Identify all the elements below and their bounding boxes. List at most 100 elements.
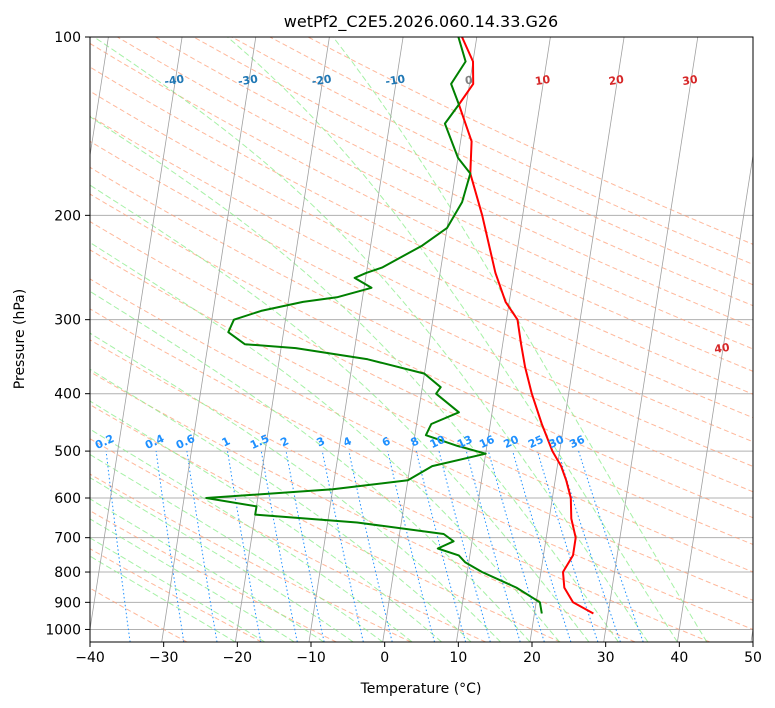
moist-adiabat-line — [90, 428, 413, 642]
dry-adiabat-line — [90, 166, 753, 493]
isotherm-label: -50 — [5, 618, 27, 634]
x-tick-label: 30 — [597, 650, 615, 666]
x-tick-label: 40 — [670, 650, 688, 666]
mixing-ratio-line — [321, 451, 364, 642]
y-tick-label: 700 — [54, 531, 81, 547]
y-tick-label: 400 — [54, 387, 81, 403]
dry-adiabat-line — [231, 37, 753, 286]
dry-adiabat-line — [193, 37, 753, 307]
isotherm-label-zero: 0 — [464, 73, 474, 87]
mixing-ratio-label: 0.2 — [93, 432, 116, 452]
isotherm-label: -30 — [237, 72, 259, 88]
isotherm-line — [90, 37, 183, 632]
moist-adiabat-line — [90, 242, 560, 642]
mixing-ratio-line — [557, 450, 621, 642]
moist-adiabat-line — [90, 477, 354, 642]
mixing-ratio-line — [465, 450, 521, 642]
mixing-ratio-line — [487, 450, 545, 642]
x-tick-label: 50 — [744, 650, 762, 666]
y-axis-label: Pressure (hPa) — [12, 289, 28, 389]
mixing-ratio-label: 2 — [278, 434, 290, 449]
dry-adiabat-line — [90, 308, 753, 630]
mixing-ratio-label: 3 — [315, 434, 327, 449]
moist-adiabat-line — [227, 37, 678, 642]
y-tick-label: 600 — [54, 491, 81, 507]
mixing-ratio-line — [512, 450, 572, 642]
mixing-ratio-line — [578, 450, 644, 642]
isotherm-line — [161, 37, 257, 642]
mixing-ratio-line — [186, 451, 218, 642]
mixing-ratio-line — [387, 450, 435, 642]
dry-adiabat-line — [269, 37, 753, 265]
mixing-ratio-label: 0.4 — [143, 432, 166, 452]
moist-adiabat-line — [93, 37, 649, 642]
isotherm-label: -20 — [311, 72, 333, 88]
mixing-ratio-line — [536, 450, 599, 642]
dry-adiabat-line — [90, 193, 753, 519]
mixing-ratio-label: 4 — [341, 434, 354, 449]
dry-adiabat-line — [155, 37, 753, 328]
y-tick-label: 100 — [54, 30, 81, 46]
mixing-ratio-line — [438, 450, 491, 642]
mixing-ratio-label: 6 — [380, 434, 393, 449]
isotherm-label: 30 — [681, 73, 698, 88]
dry-adiabat-line — [90, 278, 753, 601]
moist-adiabat-line — [90, 368, 472, 642]
dry-adiabat-line — [90, 249, 753, 573]
dry-adiabat-line — [90, 473, 412, 642]
line-labels: 0.10.20.40.611.52346810131620253036-100-… — [5, 72, 731, 634]
sounding-profiles — [205, 37, 594, 615]
mixing-ratio-line — [227, 451, 262, 642]
isotherm-label: 20 — [608, 73, 625, 88]
x-tick-label: 20 — [523, 650, 541, 666]
mixing-ratio-line — [260, 451, 298, 642]
mixing-ratio-line — [155, 451, 185, 642]
isotherm-label: 10 — [534, 73, 551, 88]
dry-adiabat-line — [90, 115, 753, 443]
mixing-ratio-line — [105, 451, 131, 642]
moist-adiabats — [90, 37, 708, 642]
isotherm-line — [677, 152, 753, 642]
isotherm-line — [308, 37, 404, 642]
moist-adiabat-line — [332, 37, 708, 642]
mixing-ratio-label: 20 — [502, 433, 522, 451]
moist-adiabat-line — [90, 537, 266, 642]
moist-adiabat-line — [90, 332, 501, 642]
temperature-profile-line — [457, 37, 594, 615]
mixing-ratio-label: 16 — [477, 433, 497, 451]
isotherm-line — [529, 37, 625, 642]
isotherm-line — [235, 37, 330, 642]
isotherm-line — [382, 37, 478, 642]
y-tick-label: 900 — [54, 595, 81, 611]
isotherm-label: -10 — [384, 72, 406, 88]
y-tick-label: 800 — [54, 565, 81, 581]
x-tick-label: 10 — [449, 650, 467, 666]
mixing-ratio-line — [415, 450, 467, 642]
mixing-ratio-label: 36 — [567, 433, 587, 451]
x-axis-label: Temperature (°C) — [360, 681, 482, 697]
dry-adiabat-line — [90, 140, 753, 467]
x-tick-label: −20 — [223, 650, 253, 666]
y-tick-label: 200 — [54, 208, 81, 224]
isotherm-label: -40 — [163, 72, 185, 88]
dewpoint-profile-line — [205, 37, 543, 614]
mixing-ratio-label: 13 — [455, 433, 474, 451]
y-tick-label: 300 — [54, 313, 81, 329]
dry-adiabat-line — [90, 339, 710, 642]
moist-adiabat-line — [90, 400, 442, 642]
isotherm-line — [603, 37, 699, 642]
moist-adiabat-line — [90, 184, 590, 642]
y-tick-label: 500 — [54, 444, 81, 460]
mixing-ratio-label: 25 — [526, 433, 545, 451]
dry-adiabat-line — [90, 438, 486, 642]
mixing-ratio-label: 30 — [547, 433, 567, 451]
moist-adiabat-line — [90, 454, 383, 642]
chart-title: wetPf2_C2E5.2026.060.14.33.G26 — [284, 12, 558, 32]
dry-adiabat-line — [117, 37, 753, 350]
dry-adiabat-line — [90, 371, 636, 642]
y-tick-label: 1000 — [45, 622, 81, 638]
x-axis-ticks: −40 −30 −20 −10 0 10 20 30 40 50 — [75, 642, 762, 666]
moist-adiabat-line — [90, 555, 236, 642]
isotherm-line — [90, 37, 109, 159]
